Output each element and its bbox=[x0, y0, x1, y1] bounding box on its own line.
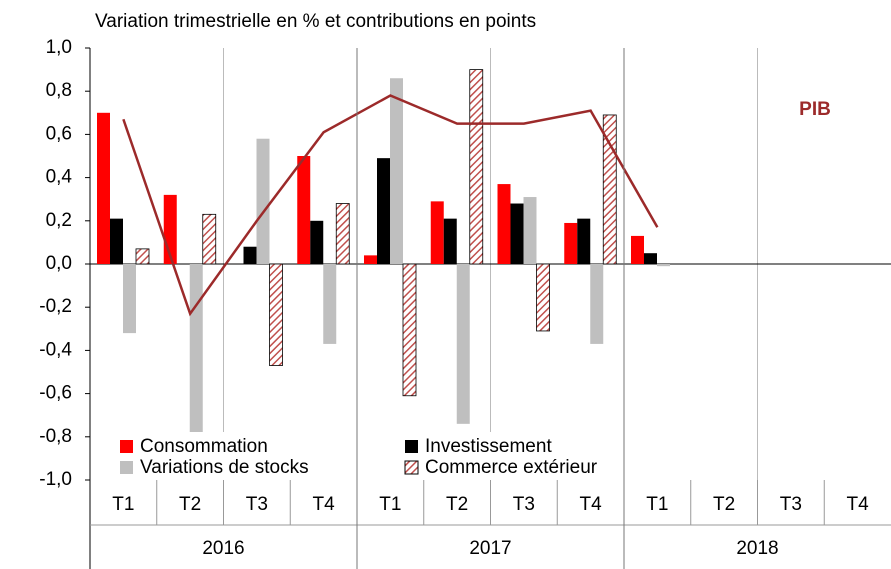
bar bbox=[377, 158, 390, 264]
bar bbox=[430, 201, 444, 264]
bar bbox=[536, 263, 550, 332]
bar bbox=[297, 156, 311, 264]
x-tick-label: T2 bbox=[713, 494, 735, 515]
bar bbox=[577, 218, 591, 264]
series-label: PIB bbox=[799, 99, 831, 120]
bar bbox=[402, 263, 417, 397]
legend-swatch bbox=[404, 460, 419, 475]
bar bbox=[202, 213, 217, 265]
x-tick-label: T2 bbox=[179, 494, 201, 515]
x-tick-label: T1 bbox=[112, 494, 134, 515]
bar bbox=[456, 264, 470, 424]
bar bbox=[644, 253, 657, 264]
bar bbox=[390, 78, 403, 265]
x-group-label: 2017 bbox=[469, 538, 511, 559]
legend-swatch bbox=[405, 440, 418, 453]
bar bbox=[323, 264, 337, 344]
y-tick-label: 0,0 bbox=[46, 253, 72, 274]
y-tick-label: 0,2 bbox=[46, 210, 72, 231]
legend-label: Investissement bbox=[425, 436, 552, 457]
bar bbox=[189, 264, 203, 433]
bar bbox=[110, 218, 123, 264]
legend-swatch bbox=[120, 461, 133, 474]
bar bbox=[243, 246, 257, 264]
x-group-label: 2016 bbox=[202, 538, 244, 559]
legend-label: Consommation bbox=[140, 436, 268, 457]
x-tick-label: T2 bbox=[446, 494, 468, 515]
y-tick-label: -0,6 bbox=[39, 383, 72, 404]
bar bbox=[523, 197, 537, 264]
x-tick-label: T1 bbox=[646, 494, 668, 515]
bar bbox=[510, 203, 524, 264]
x-tick-label: T4 bbox=[313, 494, 336, 515]
y-tick-label: 0,6 bbox=[46, 123, 72, 144]
y-tick-label: -1,0 bbox=[39, 469, 72, 490]
y-tick-label: -0,8 bbox=[39, 426, 72, 447]
line bbox=[122, 94, 659, 317]
x-tick-label: T4 bbox=[847, 494, 870, 515]
legend-label: Variations de stocks bbox=[140, 457, 309, 478]
x-group-label: 2018 bbox=[736, 538, 778, 559]
bar bbox=[364, 255, 377, 264]
y-tick-label: 0,4 bbox=[46, 167, 73, 188]
x-tick-label: T3 bbox=[246, 494, 268, 515]
bar bbox=[310, 220, 324, 264]
x-tick-label: T3 bbox=[780, 494, 802, 515]
legend: Consommation Investissement Variations de … bbox=[100, 432, 656, 480]
y-tick-label: -0,4 bbox=[39, 339, 72, 360]
legend-box bbox=[100, 432, 656, 480]
x-tick-label: T3 bbox=[513, 494, 535, 515]
bar bbox=[123, 264, 136, 334]
x-tick-label: T4 bbox=[580, 494, 603, 515]
bar bbox=[497, 184, 511, 264]
y-tick-label: 0,8 bbox=[46, 80, 72, 101]
bar bbox=[631, 235, 644, 264]
x-tick-label: T1 bbox=[379, 494, 401, 515]
legend-label: Commerce extérieur bbox=[425, 457, 598, 478]
bar bbox=[564, 222, 578, 264]
legend-swatch bbox=[120, 440, 133, 453]
bar bbox=[657, 264, 670, 267]
bar bbox=[335, 203, 350, 265]
bar bbox=[97, 112, 110, 264]
bar bbox=[443, 218, 457, 264]
bar bbox=[256, 138, 270, 264]
bar bbox=[135, 248, 150, 265]
y-tick-label: 1,0 bbox=[46, 37, 72, 58]
chart-title: Variation trimestrielle en % et contribu… bbox=[95, 11, 536, 32]
bar bbox=[590, 264, 604, 344]
bar bbox=[269, 263, 283, 366]
bar bbox=[469, 69, 484, 265]
y-tick-label: -0,2 bbox=[39, 296, 72, 317]
